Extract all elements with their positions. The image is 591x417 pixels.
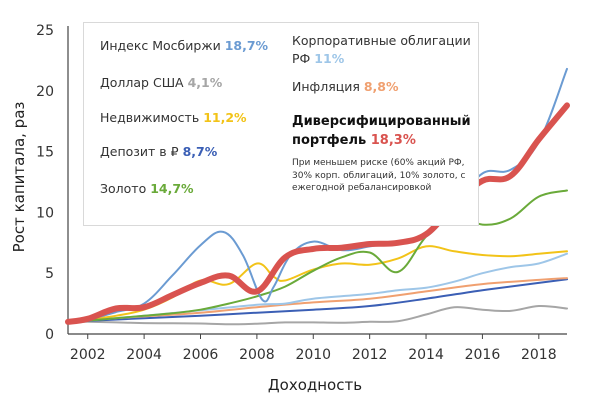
legend-label: Недвижимость <box>100 110 200 125</box>
legend-item-corp-bonds: Корпоративные облигации РФ 11% <box>292 32 472 68</box>
legend-item-gold: Золото 14,7% <box>100 180 194 198</box>
legend-box: Индекс Мосбиржи 18,7% Доллар США 4,1% Не… <box>83 22 479 226</box>
legend-label: Индекс Мосбиржи <box>100 38 221 53</box>
x-tick-label: 2002 <box>70 347 106 363</box>
legend-label: Корпоративные облигации РФ <box>292 33 471 66</box>
legend-label: Депозит в ₽ <box>100 144 179 159</box>
chart-series <box>65 67 570 326</box>
x-tick-label: 2010 <box>295 347 331 363</box>
x-tick-label: 2018 <box>521 347 557 363</box>
x-axis-label: Доходность <box>268 376 362 394</box>
legend-label: Инфляция <box>292 79 360 94</box>
y-tick-label: 0 <box>45 327 54 343</box>
legend-item-portfolio: Диверсифицированный портфель 18,3% <box>292 112 474 150</box>
x-tick-label: 2008 <box>239 347 275 363</box>
portfolio-note: При меньшем риске (60% акций РФ, 30% кор… <box>292 158 466 193</box>
legend-item-realty: Недвижимость 11,2% <box>100 109 247 127</box>
x-tick-label: 2014 <box>408 347 444 363</box>
legend-label: Диверсифицированный портфель <box>292 114 471 148</box>
legend-value: 4,1% <box>187 75 223 90</box>
series-line <box>67 189 568 323</box>
x-tick-label: 2004 <box>126 347 162 363</box>
x-tick-label: 2012 <box>352 347 388 363</box>
legend-item-usd: Доллар США 4,1% <box>100 74 222 92</box>
series-line <box>67 278 568 323</box>
series-line <box>67 304 568 326</box>
legend-label: Золото <box>100 181 147 196</box>
y-axis-label: Рост капитала, раз <box>10 102 28 253</box>
legend-value: 11,2% <box>203 110 247 125</box>
legend-value: 8,8% <box>363 79 399 94</box>
series-line <box>67 252 568 323</box>
y-tick-labels: 0 5 10 15 20 25 <box>36 23 54 343</box>
legend-value: 8,7% <box>182 144 218 159</box>
legend-item-inflation: Инфляция 8,8% <box>292 78 399 96</box>
y-tick-label: 20 <box>36 84 54 100</box>
y-tick-label: 5 <box>45 266 54 282</box>
x-tick-labels: 2002 2004 2006 2008 2010 2012 2014 2016 2018 <box>70 334 557 363</box>
x-tick-label: 2006 <box>183 347 219 363</box>
chart-axes <box>67 26 567 335</box>
y-tick-label: 15 <box>36 145 54 161</box>
legend-value: 14,7% <box>150 181 194 196</box>
y-tick-label: 10 <box>36 205 54 221</box>
legend-value: 18,7% <box>224 38 269 53</box>
legend-label: Доллар США <box>100 75 184 90</box>
legend-value: 11% <box>314 51 345 66</box>
legend-item-deposit: Депозит в ₽ 8,7% <box>100 143 217 161</box>
y-tick-label: 25 <box>36 23 54 39</box>
legend-item-moex: Индекс Мосбиржи 18,7% <box>100 37 268 55</box>
legend-value: 18,3% <box>370 133 416 148</box>
series-line <box>65 102 570 325</box>
x-tick-label: 2016 <box>465 347 501 363</box>
